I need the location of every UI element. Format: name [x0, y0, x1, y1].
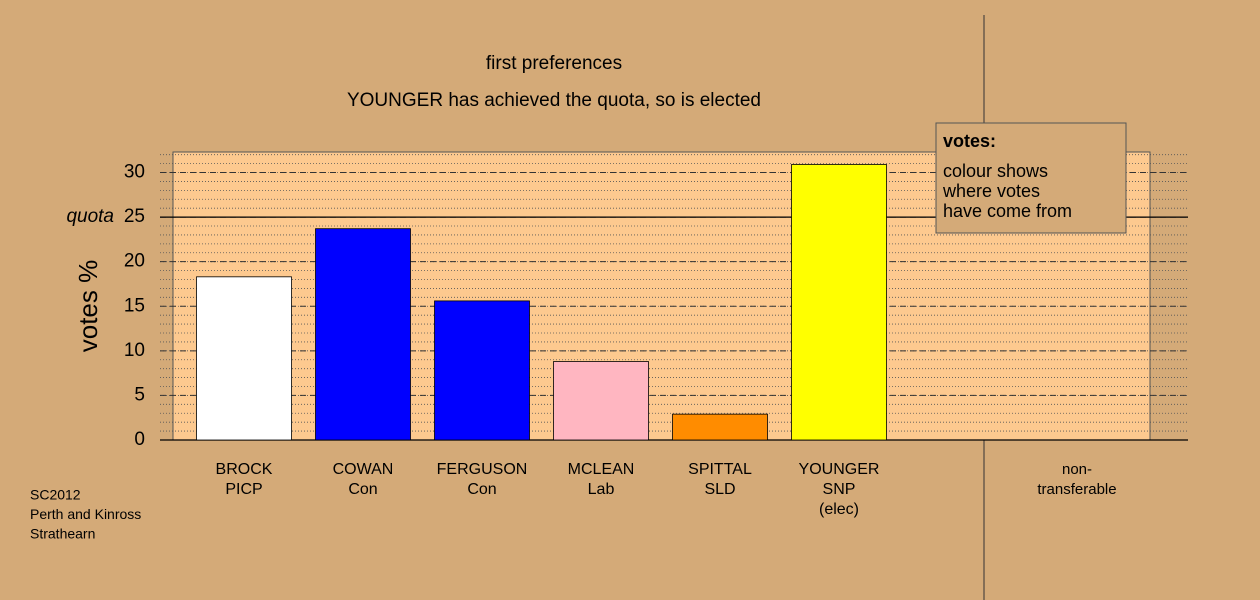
x-tick-label: transferable	[1037, 481, 1116, 498]
legend-text: colour shows	[943, 161, 1048, 181]
y-tick-label: 25	[124, 206, 145, 227]
footnote: SC2012	[30, 487, 81, 503]
y-tick-label: 15	[124, 295, 145, 316]
y-tick-label: 30	[124, 162, 145, 183]
x-tick-label: SNP	[823, 481, 856, 498]
y-axis-label: votes %	[73, 260, 103, 353]
legend-text: where votes	[942, 181, 1040, 201]
legend-text: have come from	[943, 201, 1072, 221]
x-tick-label: non-	[1062, 461, 1092, 478]
x-tick-label: YOUNGER	[799, 461, 880, 478]
chart-title: first preferences	[486, 53, 622, 74]
footnote: Strathearn	[30, 526, 95, 542]
bar	[553, 361, 649, 441]
x-tick-label: COWAN	[333, 461, 394, 478]
y-tick-label: 10	[124, 340, 145, 361]
legend-title: votes:	[943, 131, 996, 151]
x-tick-label: BROCK	[216, 461, 273, 478]
x-tick-label: MCLEAN	[568, 461, 635, 478]
x-tick-label: (elec)	[819, 501, 859, 518]
x-tick-label: SPITTAL	[688, 461, 752, 478]
bar	[791, 164, 887, 441]
x-tick-label: SLD	[704, 481, 735, 498]
legend-box	[935, 122, 1127, 234]
chart-subtitle: YOUNGER has achieved the quota, so is el…	[347, 90, 761, 111]
quota-label: quota	[66, 206, 114, 227]
x-tick-label: Con	[348, 481, 377, 498]
bar	[315, 228, 411, 441]
bar	[196, 276, 292, 441]
x-tick-label: Con	[467, 481, 496, 498]
x-tick-label: PICP	[225, 481, 262, 498]
y-tick-label: 20	[124, 251, 145, 272]
bar	[434, 300, 530, 441]
y-tick-label: 5	[134, 384, 145, 405]
x-tick-label: Lab	[588, 481, 615, 498]
y-tick-label: 0	[134, 429, 145, 450]
x-tick-label: FERGUSON	[437, 461, 528, 478]
footnote: Perth and Kinross	[30, 506, 141, 522]
bar	[672, 413, 768, 441]
